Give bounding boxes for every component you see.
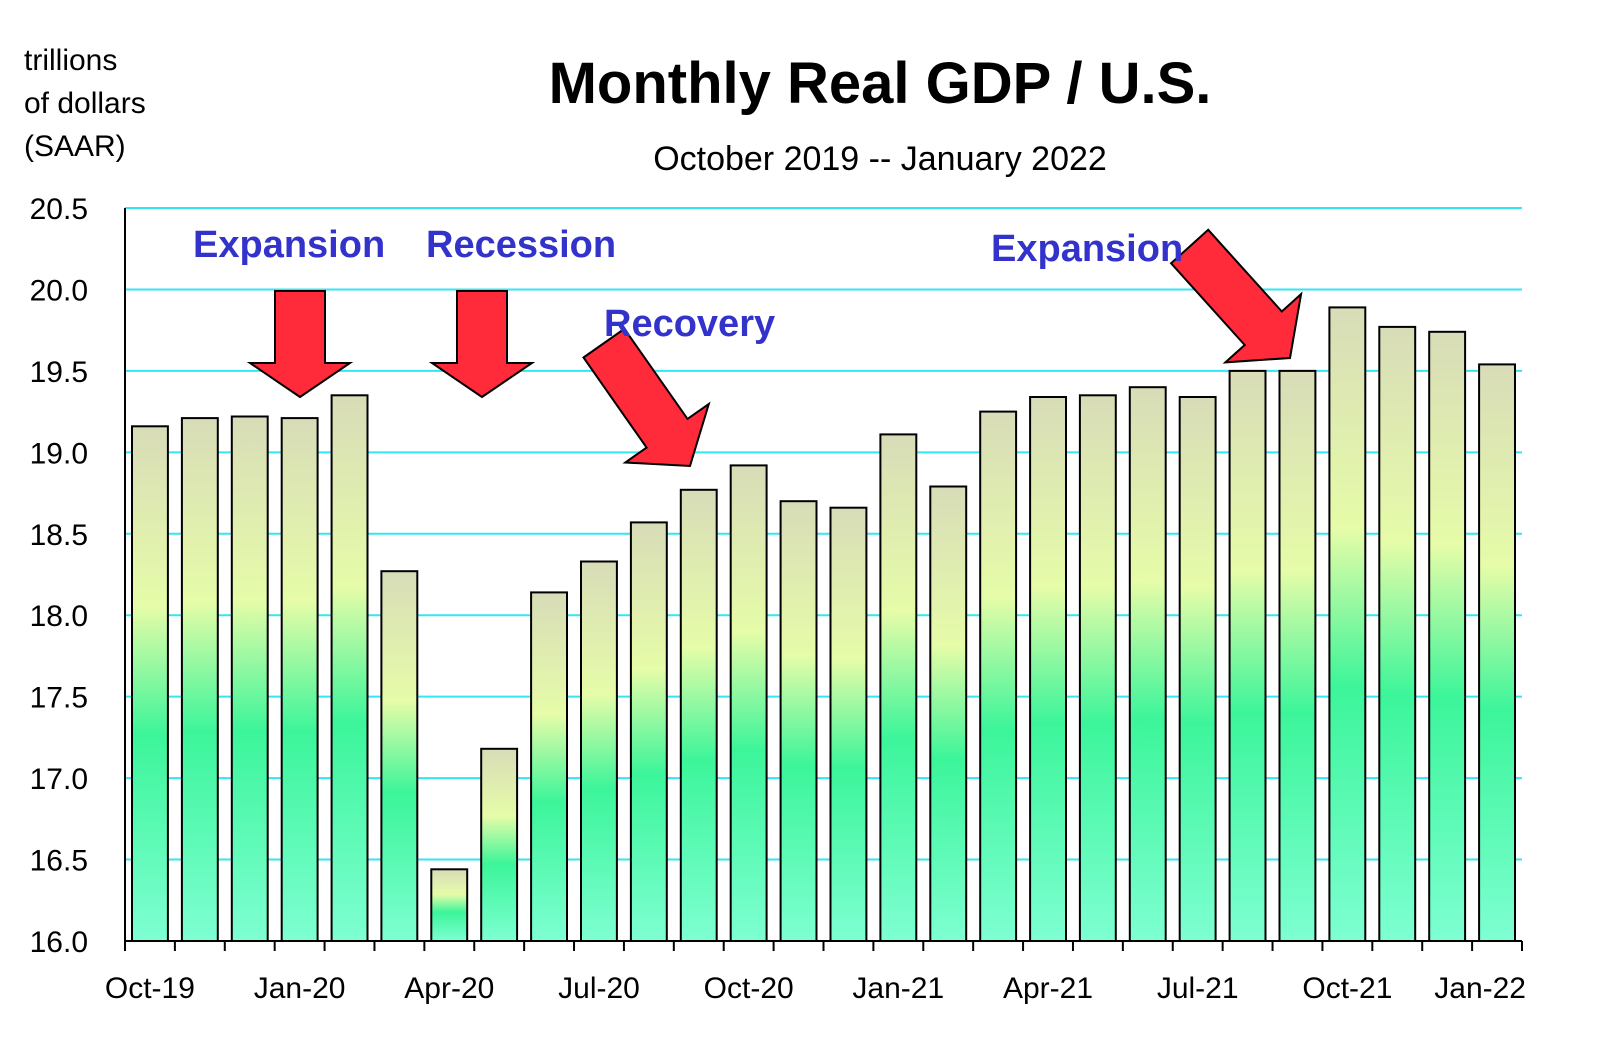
bar-Dec-21 (1428, 330, 1467, 942)
arrow-down-icon (246, 290, 354, 399)
bar-Nov-21 (1378, 325, 1417, 942)
bar-Nov-19 (180, 417, 219, 943)
x-tick-label: Apr-20 (404, 972, 494, 1005)
x-tick-label: Jan-22 (1434, 972, 1526, 1005)
chart-subtitle: October 2019 -- January 2022 (653, 140, 1107, 178)
y-tick-label: 16.5 (30, 845, 88, 878)
x-tick-label: Jul-20 (558, 972, 640, 1005)
bar-Jun-21 (1128, 386, 1167, 942)
annotation-expansion: Expansion (991, 228, 1183, 270)
y-tick-label: 18.5 (30, 519, 88, 552)
x-tick-label: Oct-21 (1302, 972, 1392, 1005)
annotations: Expansion Recession Recovery Expansion (193, 224, 1183, 345)
bar-Apr-20 (430, 868, 469, 942)
y-tick-label: 20.0 (30, 274, 88, 307)
bar-Sep-20 (679, 488, 718, 942)
y-tick-label: 17.0 (30, 763, 88, 796)
bar-Jul-20 (580, 560, 618, 942)
y-tick-label: 16.0 (30, 926, 88, 959)
x-tick-label: Apr-21 (1003, 972, 1093, 1005)
bar-Oct-19 (131, 425, 169, 942)
bar-Dec-20 (829, 506, 868, 942)
arrow-diagonal-icon (582, 327, 711, 468)
bar-Jan-20 (280, 417, 319, 943)
bar-Jan-22 (1478, 363, 1516, 942)
bar-Aug-20 (629, 521, 668, 943)
bar-Feb-20 (330, 394, 369, 942)
x-tick-label: Jan-21 (852, 972, 944, 1005)
bar-Oct-20 (729, 464, 768, 942)
bar-May-20 (480, 747, 519, 942)
x-tick-label: Jul-21 (1157, 972, 1239, 1005)
annotation-recovery: Recovery (604, 303, 775, 345)
y-unit-label-line-2: of dollars (24, 87, 146, 120)
bar-Feb-21 (929, 485, 968, 942)
bar-Nov-20 (779, 500, 818, 942)
arrow-diagonal-icon (1169, 228, 1303, 364)
y-tick-label: 17.5 (30, 682, 88, 715)
annotation-recession: Recession (426, 224, 616, 266)
bar-May-21 (1078, 394, 1117, 942)
annotation-arrows (246, 228, 1303, 468)
chart-title: Monthly Real GDP / U.S. (549, 51, 1212, 116)
y-tick-label: 19.5 (30, 356, 88, 389)
bar-Aug-21 (1228, 369, 1267, 942)
y-axis-ticks: 16.0 16.5 17.0 17.5 18.0 18.5 19.0 19.5 20.0 20.5 (30, 193, 88, 959)
bars (131, 306, 1516, 943)
x-tick-label: Oct-20 (704, 972, 794, 1005)
bar-Mar-20 (380, 570, 419, 942)
y-unit-label-line-3: (SAAR) (24, 130, 126, 163)
y-tick-label: 20.5 (30, 193, 88, 226)
x-tick-label: Oct-19 (105, 972, 195, 1005)
x-axis-ticks: Oct-19 Jan-20 Apr-20 Jul-20 Oct-20 Jan-21 Apr-… (105, 972, 1526, 1005)
bar-Jan-21 (879, 433, 918, 942)
bar-Mar-21 (979, 410, 1018, 943)
y-unit-label-line-1: trillions (24, 44, 117, 77)
bar-Sep-21 (1278, 369, 1317, 942)
x-axis (124, 208, 1523, 951)
y-tick-label: 19.0 (30, 437, 88, 470)
annotation-expansion: Expansion (193, 224, 385, 266)
arrow-down-icon (428, 290, 536, 399)
bar-Apr-21 (1029, 396, 1067, 942)
bar-Dec-19 (230, 415, 269, 942)
x-tick-label: Jan-20 (254, 972, 346, 1005)
bar-Oct-21 (1328, 306, 1367, 942)
y-tick-label: 18.0 (30, 600, 88, 633)
bar-Jul-21 (1178, 396, 1217, 942)
bar-Jun-20 (530, 591, 568, 943)
